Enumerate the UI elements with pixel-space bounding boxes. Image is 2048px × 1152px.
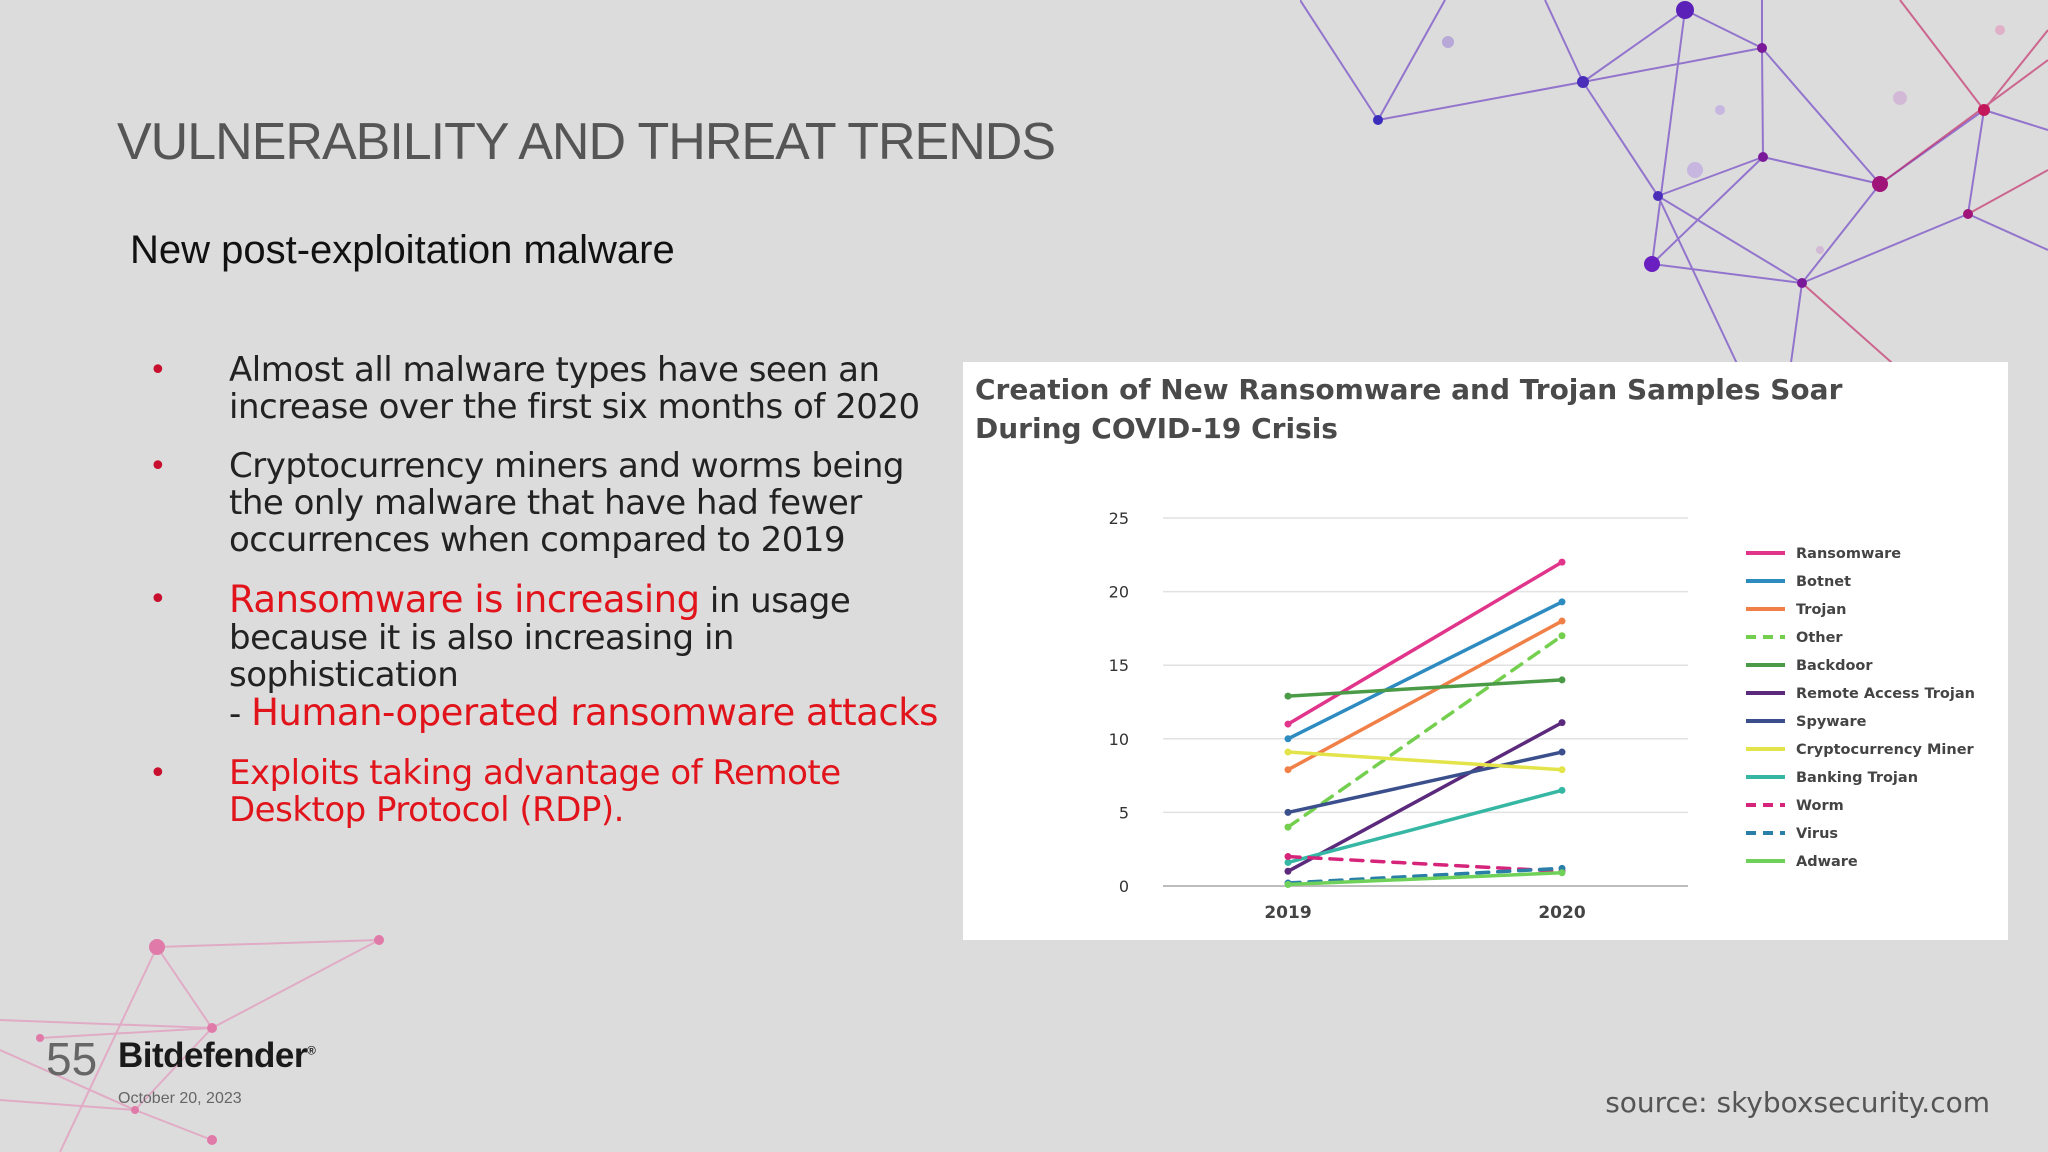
x-tick-label: 2019 (1264, 903, 1311, 923)
y-tick-label: 10 (1109, 730, 1129, 749)
series-line (1286, 678, 1564, 698)
bullet-item: • Almost all malware types have seen an … (145, 352, 945, 426)
bullet-text: Cryptocurrency miners and worms being th… (229, 446, 905, 560)
y-tick-label: 15 (1109, 656, 1129, 675)
slide-subtitle: New post-exploitation malware (130, 228, 675, 272)
data-point (1284, 748, 1292, 756)
page-number: 55 (46, 1033, 98, 1085)
data-point (1284, 808, 1292, 816)
bullet-list: • Almost all malware types have seen an … (145, 352, 945, 851)
series-line (1286, 600, 1564, 741)
bullet-item: • Ransomware is increasing in usage beca… (145, 581, 945, 733)
y-tick-label: 20 (1109, 583, 1129, 602)
bullet-dash: - (229, 694, 252, 734)
data-point (1558, 676, 1566, 684)
series-line (1286, 560, 1564, 726)
data-point (1558, 632, 1566, 640)
brand-logo: Bitdefender® (118, 1036, 316, 1076)
data-point (1558, 786, 1566, 794)
bullet-item: • Cryptocurrency miners and worms being … (145, 448, 945, 559)
legend-label: Cryptocurrency Miner (1796, 742, 1975, 758)
legend-label: Worm (1796, 798, 1844, 814)
series-line (1286, 788, 1564, 865)
data-point (1558, 617, 1566, 625)
series-line (1286, 871, 1564, 887)
brand-name: Bitdefender (118, 1036, 307, 1075)
y-tick-label: 0 (1119, 877, 1129, 896)
legend-label: Banking Trojan (1796, 770, 1918, 786)
series-line (1286, 720, 1564, 874)
data-point (1284, 867, 1292, 875)
legend-label: Botnet (1796, 574, 1851, 590)
chart-title: Creation of New Ransomware and Trojan Sa… (975, 370, 1855, 448)
bullet-highlight: Ransomware is increasing (229, 578, 700, 621)
bullet-highlight: Human-operated ransomware attacks (251, 691, 938, 734)
line-chart: 0 5 10 15 20 25 2019 2020 Ransomware Botnet Trojan… (1109, 509, 1975, 923)
legend-label: Remote Access Trojan (1796, 686, 1975, 702)
legend-label: Backdoor (1796, 658, 1873, 674)
series-line (1286, 750, 1564, 772)
data-point (1558, 766, 1566, 774)
bullet-text: Almost all malware types have seen an in… (229, 350, 920, 427)
series-line (1286, 866, 1564, 885)
data-point (1558, 558, 1566, 566)
data-point (1284, 720, 1292, 728)
slide-date: October 20, 2023 (118, 1090, 242, 1107)
legend-label: Spyware (1796, 714, 1867, 730)
data-point (1284, 766, 1292, 774)
data-point (1558, 719, 1566, 727)
bullet-icon: • (149, 353, 167, 388)
brand-mark: ® (306, 1043, 316, 1058)
series-line (1286, 619, 1564, 772)
series-line (1286, 750, 1564, 815)
slide-title: VULNERABILITY AND THREAT TRENDS (117, 113, 1056, 171)
data-point (1284, 881, 1292, 889)
data-point (1284, 853, 1292, 861)
legend-label: Ransomware (1796, 546, 1901, 562)
data-point (1284, 823, 1292, 831)
chart-card: 0 5 10 15 20 25 2019 2020 Ransomware Botnet Trojan… (963, 362, 2008, 940)
data-point (1558, 748, 1566, 756)
bullet-item: • Exploits taking advantage of Remote De… (145, 755, 945, 829)
chart-title-line: During COVID-19 Crisis (975, 412, 1338, 445)
series-line (1286, 854, 1564, 874)
network-decoration-bottom (0, 935, 384, 1152)
source-credit: source: skyboxsecurity.com (1605, 1086, 1990, 1119)
x-tick-label: 2020 (1538, 903, 1585, 923)
legend-label: Trojan (1796, 602, 1847, 618)
legend-label: Other (1796, 630, 1843, 646)
data-point (1284, 858, 1292, 866)
legend-label: Virus (1796, 826, 1838, 842)
bullet-text: in usage because it is also increasing i… (229, 581, 851, 695)
data-point (1558, 598, 1566, 606)
y-tick-label: 5 (1119, 803, 1129, 822)
data-point (1558, 869, 1566, 877)
series-line (1286, 634, 1564, 829)
data-point (1284, 735, 1292, 743)
data-point (1284, 692, 1292, 700)
bullet-icon: • (149, 449, 167, 484)
bullet-icon: • (149, 582, 167, 617)
y-tick-label: 25 (1109, 509, 1129, 528)
legend-label: Adware (1796, 854, 1858, 870)
bullet-icon: • (149, 756, 167, 791)
chart-title-line: Creation of New Ransomware and Trojan Sa… (975, 373, 1843, 406)
bullet-text: Exploits taking advantage of Remote Desk… (229, 753, 841, 830)
network-decoration-top (1300, 0, 2048, 370)
